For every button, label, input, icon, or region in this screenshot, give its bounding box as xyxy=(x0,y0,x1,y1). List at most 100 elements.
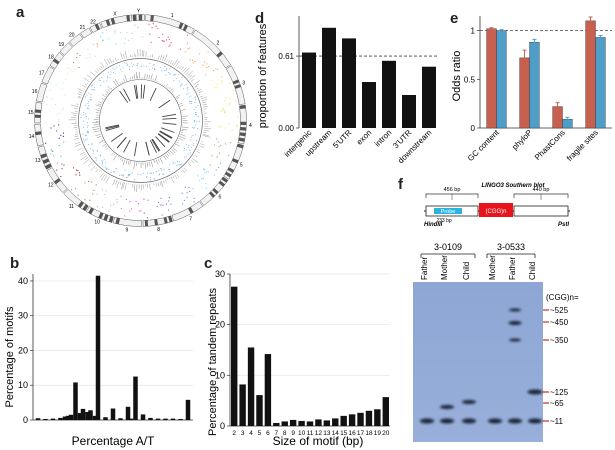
x-tick-label: 20 xyxy=(382,430,390,437)
chromosome-label: 7 xyxy=(189,216,192,222)
y-tick-label: 10 xyxy=(18,380,28,390)
chart-d-ylabel: proportion of features xyxy=(257,23,269,128)
x-tick-label: 18 xyxy=(365,430,373,437)
bar xyxy=(365,410,373,426)
bar xyxy=(332,418,339,426)
chromosome-label: 20 xyxy=(69,33,75,39)
x-tick-label: 10 xyxy=(298,430,306,437)
chart-c-xlabel: Size of motif (bp) xyxy=(273,434,364,448)
x-tick-label: 14 xyxy=(332,430,340,437)
bar xyxy=(85,412,90,420)
x-tick-label: 5 xyxy=(258,430,262,437)
x-tick-label: 17 xyxy=(357,430,365,437)
bar xyxy=(77,413,83,420)
chromosome-label: 19 xyxy=(58,42,64,48)
bar xyxy=(362,82,376,128)
blot-band xyxy=(509,338,521,342)
bar xyxy=(496,30,507,129)
panel-label-c: c xyxy=(204,255,213,272)
x-tick-label: PhastCons xyxy=(533,128,567,162)
bar xyxy=(118,418,123,420)
chromosome-label: 13 xyxy=(35,158,41,164)
bar xyxy=(239,384,246,426)
panel-label-f: f xyxy=(398,176,403,193)
y-tick-label: 10 xyxy=(215,370,225,380)
bar xyxy=(247,347,255,426)
chromosome-label: X xyxy=(113,12,117,18)
bar xyxy=(256,395,263,426)
x-tick-label: 16 xyxy=(348,430,356,437)
bar xyxy=(185,399,191,420)
y-tick-label: 30 xyxy=(18,311,28,321)
x-tick-label: 4 xyxy=(249,430,253,437)
blot-band xyxy=(440,405,454,409)
bar xyxy=(323,420,331,426)
x-tick-label: 6 xyxy=(266,430,270,437)
chromosome-label: 2 xyxy=(217,40,220,46)
blot-band xyxy=(462,418,476,424)
bar xyxy=(289,419,297,426)
chromosome-label: 16 xyxy=(32,89,38,95)
bar xyxy=(374,409,381,426)
panel-label-e: e xyxy=(450,10,459,27)
family-3-0533: 3-0533 xyxy=(497,242,525,252)
size-marker-label: ~11 xyxy=(550,417,564,426)
bar xyxy=(315,419,322,426)
x-tick-label: 2 xyxy=(232,430,236,437)
bar xyxy=(65,415,71,420)
bar xyxy=(62,416,68,420)
chromosome-label: 21 xyxy=(80,25,86,31)
blot-band xyxy=(508,418,522,424)
chromosome-label: 14 xyxy=(29,134,35,140)
size-marker-label: ~450 xyxy=(550,318,569,327)
x-tick-label: 12 xyxy=(315,430,323,437)
bar xyxy=(595,37,606,129)
bar xyxy=(322,27,336,128)
size-marker-label: ~525 xyxy=(550,306,569,315)
chromosome-label: Y xyxy=(137,9,141,15)
x-tick-label: 3 xyxy=(241,430,245,437)
bar xyxy=(340,415,347,426)
size-marker-label: ~125 xyxy=(550,388,569,397)
bar xyxy=(306,421,314,426)
chromosome-label: 17 xyxy=(39,70,45,76)
bar xyxy=(357,412,364,426)
bar xyxy=(170,418,176,420)
bar xyxy=(585,20,596,129)
bar xyxy=(103,417,108,420)
bar xyxy=(125,406,131,420)
size-header: (CGG)n= xyxy=(546,293,579,302)
bar xyxy=(264,354,272,426)
chromosome-label: 3 xyxy=(242,81,245,87)
psti-site: PstI xyxy=(558,222,569,228)
bar xyxy=(178,418,183,420)
bar xyxy=(88,410,93,420)
bar xyxy=(110,408,116,420)
bar xyxy=(519,57,530,129)
blot-band xyxy=(488,418,502,424)
chart-c-motif-size: Percentage of tandem repeats Size of mot… xyxy=(207,269,390,448)
blot-band xyxy=(440,418,454,424)
bar xyxy=(342,38,356,128)
x-tick-label: 9 xyxy=(291,430,295,437)
size-marker-label: ~65 xyxy=(550,399,564,408)
bar xyxy=(281,421,288,426)
probe-label: Probe xyxy=(441,209,456,215)
gene-map-title: LINGO3 Southern blot xyxy=(482,183,546,189)
bar xyxy=(73,382,78,420)
chromosome-label: 18 xyxy=(48,54,54,60)
bar xyxy=(422,66,436,128)
y-tick-label: 40 xyxy=(18,276,28,286)
panel-label-a: a xyxy=(16,4,25,21)
bar xyxy=(58,417,63,420)
x-tick-label: 13 xyxy=(323,430,331,437)
bar xyxy=(68,414,74,420)
x-tick-label: phyloP xyxy=(510,128,534,152)
bar xyxy=(50,418,56,420)
bar xyxy=(382,397,389,426)
hindiii-site: HindIII xyxy=(424,222,443,228)
right-fragment-size: 440 bp xyxy=(533,187,550,193)
y-tick-label: 1 xyxy=(471,27,476,36)
